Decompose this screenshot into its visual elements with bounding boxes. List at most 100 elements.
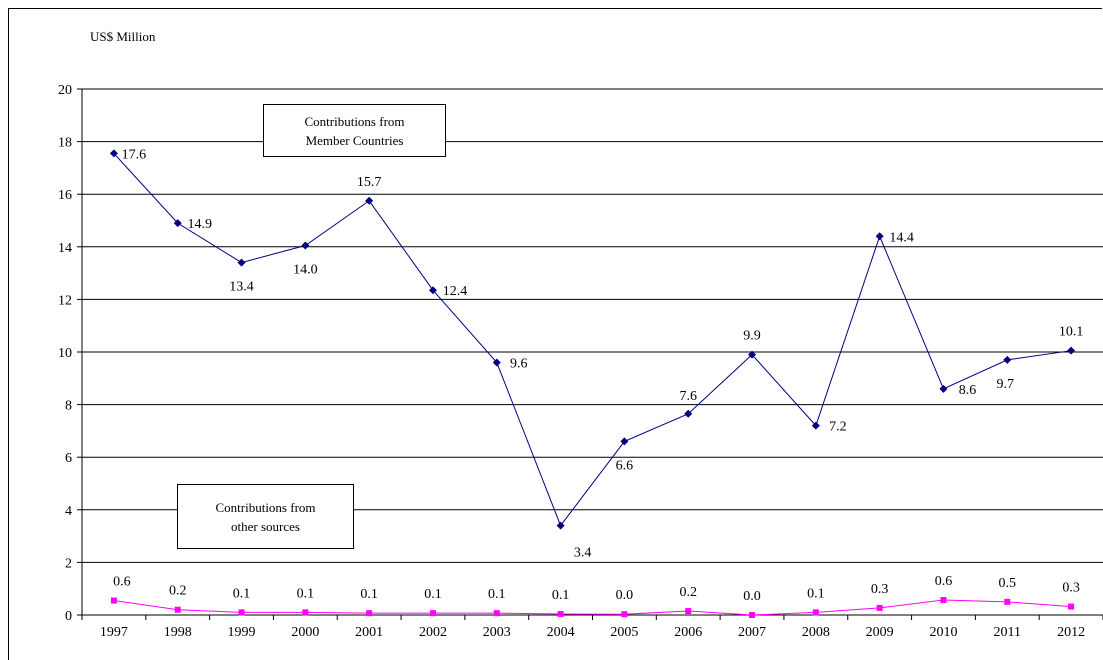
x-tick-label-2009: 2009 bbox=[866, 625, 894, 640]
x-tick-label-2006: 2006 bbox=[674, 625, 702, 640]
series-1-point-2011 bbox=[1004, 598, 1011, 605]
series-1-point-2012 bbox=[1068, 603, 1075, 610]
chart-frame bbox=[8, 8, 1102, 660]
series-label-other-sources-text: Contributions from other sources bbox=[215, 499, 316, 534]
series-1-point-2003 bbox=[493, 610, 500, 617]
series-0-point-2005 bbox=[620, 437, 629, 446]
series-1-data-label-2009: 0.3 bbox=[871, 582, 889, 597]
series-1-data-label-2012: 0.3 bbox=[1062, 581, 1080, 596]
series-0-data-label-2011: 9.7 bbox=[997, 377, 1015, 392]
y-tick-label-2: 4 bbox=[65, 504, 72, 519]
series-0-point-2004 bbox=[556, 521, 565, 530]
series-0-point-2008 bbox=[811, 421, 820, 430]
series-1-data-label-2000: 0.1 bbox=[297, 586, 315, 601]
series-0-data-label-2002: 12.4 bbox=[443, 284, 468, 299]
series-1-data-label-2001: 0.1 bbox=[360, 587, 378, 602]
series-0-point-2012 bbox=[1067, 346, 1076, 355]
series-1-point-2008 bbox=[812, 609, 819, 616]
series-1-point-1998 bbox=[174, 606, 181, 613]
series-1-data-label-1998: 0.2 bbox=[169, 584, 187, 599]
x-tick-label-1997: 1997 bbox=[100, 625, 128, 640]
y-tick-label-5: 10 bbox=[58, 346, 72, 361]
y-tick-label-3: 6 bbox=[65, 451, 72, 466]
series-1-data-label-2006: 0.2 bbox=[679, 585, 697, 600]
series-1-point-2010 bbox=[940, 597, 947, 604]
series-0-point-1997 bbox=[109, 149, 118, 158]
series-0-data-label-2004: 3.4 bbox=[574, 546, 592, 561]
series-0-data-label-1998: 14.9 bbox=[187, 217, 212, 232]
y-tick-label-1: 2 bbox=[65, 556, 72, 571]
series-0-point-2000 bbox=[301, 241, 310, 250]
series-0-data-label-2010: 8.6 bbox=[959, 383, 977, 398]
series-0-point-2006 bbox=[684, 409, 693, 418]
series-0-data-label-2003: 9.6 bbox=[510, 357, 528, 372]
y-tick-label-4: 8 bbox=[65, 399, 72, 414]
series-0-data-label-2007: 9.9 bbox=[743, 329, 761, 344]
series-0-point-2009 bbox=[875, 232, 884, 241]
series-0-point-2010 bbox=[939, 384, 948, 393]
series-line-1 bbox=[113, 599, 1072, 616]
series-0-data-label-2006: 7.6 bbox=[679, 389, 697, 404]
series-1-data-label-2003: 0.1 bbox=[488, 587, 506, 602]
series-label-other-sources: Contributions from other sources bbox=[177, 484, 354, 549]
series-1-data-label-2010: 0.6 bbox=[935, 574, 953, 589]
series-1-point-2001 bbox=[366, 610, 373, 617]
series-1-point-2004 bbox=[557, 610, 564, 617]
x-tick-label-1999: 1999 bbox=[228, 625, 256, 640]
series-1-data-label-2004: 0.1 bbox=[552, 588, 570, 603]
x-tick-label-2012: 2012 bbox=[1057, 625, 1085, 640]
series-0-point-2011 bbox=[1003, 355, 1012, 364]
x-tick-label-1998: 1998 bbox=[164, 625, 192, 640]
series-1-point-2006 bbox=[685, 608, 692, 615]
series-1-data-label-2007: 0.0 bbox=[743, 589, 761, 604]
series-0-data-label-1999: 13.4 bbox=[229, 280, 254, 295]
x-tick-label-2004: 2004 bbox=[547, 625, 575, 640]
y-tick-label-8: 16 bbox=[58, 188, 72, 203]
series-0-data-label-2009: 14.4 bbox=[889, 230, 914, 245]
series-1-data-label-2011: 0.5 bbox=[999, 576, 1017, 591]
x-tick-label-2001: 2001 bbox=[355, 625, 383, 640]
series-0-data-label-2008: 7.2 bbox=[829, 420, 847, 435]
series-1-point-2009 bbox=[876, 604, 883, 611]
series-0-data-label-2001: 15.7 bbox=[357, 175, 382, 190]
series-1-point-2000 bbox=[302, 609, 309, 616]
y-tick-label-0: 0 bbox=[65, 609, 72, 624]
series-0-point-2007 bbox=[748, 350, 757, 359]
y-tick-label-6: 12 bbox=[58, 293, 72, 308]
y-tick-label-7: 14 bbox=[58, 241, 72, 256]
series-0-point-2002 bbox=[428, 286, 437, 295]
series-1-point-2002 bbox=[429, 610, 436, 617]
x-tick-label-2003: 2003 bbox=[483, 625, 511, 640]
series-0-data-label-2000: 14.0 bbox=[293, 262, 318, 277]
series-1-point-1999 bbox=[238, 609, 245, 616]
series-1-data-label-2002: 0.1 bbox=[424, 587, 442, 602]
x-tick-label-2010: 2010 bbox=[929, 625, 957, 640]
series-1-data-label-2008: 0.1 bbox=[807, 586, 825, 601]
series-1-point-2007 bbox=[749, 612, 756, 618]
series-label-member-countries: Contributions from Member Countries bbox=[263, 104, 446, 157]
series-label-member-countries-text: Contributions from Member Countries bbox=[304, 113, 405, 148]
series-line-0 bbox=[113, 153, 1072, 527]
series-0-data-label-2005: 6.6 bbox=[616, 458, 634, 473]
series-0-point-1998 bbox=[173, 219, 182, 228]
y-tick-label-9: 18 bbox=[58, 136, 72, 151]
series-1-data-label-2005: 0.0 bbox=[616, 588, 634, 603]
series-0-data-label-1997: 17.6 bbox=[122, 147, 147, 162]
x-tick-label-2011: 2011 bbox=[994, 625, 1021, 640]
series-0-point-2001 bbox=[365, 196, 374, 205]
unit-label: US$ Million bbox=[90, 29, 156, 44]
series-1-point-2005 bbox=[621, 611, 628, 618]
x-tick-label-2008: 2008 bbox=[802, 625, 830, 640]
series-1-data-label-1997: 0.6 bbox=[113, 575, 131, 590]
series-0-data-label-2012: 10.1 bbox=[1059, 325, 1084, 340]
y-tick-label-10: 20 bbox=[58, 83, 72, 98]
series-0-point-2003 bbox=[492, 358, 501, 367]
series-0-point-1999 bbox=[237, 258, 246, 267]
x-tick-label-2005: 2005 bbox=[610, 625, 638, 640]
series-1-point-1997 bbox=[110, 597, 117, 604]
x-tick-label-2007: 2007 bbox=[738, 625, 766, 640]
series-1-data-label-1999: 0.1 bbox=[233, 586, 251, 601]
x-tick-label-2002: 2002 bbox=[419, 625, 447, 640]
x-tick-label-2000: 2000 bbox=[291, 625, 319, 640]
